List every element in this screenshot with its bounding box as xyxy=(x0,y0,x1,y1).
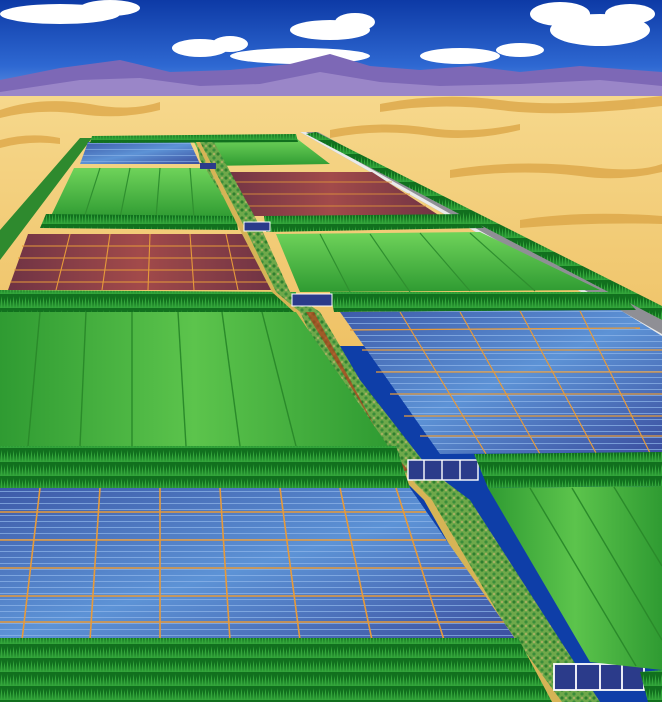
hedge-row-1 xyxy=(90,134,298,143)
green-field-row-2-left xyxy=(50,168,234,218)
hedge-row-3 xyxy=(0,290,296,312)
canal-path xyxy=(196,142,600,702)
cloud-icon xyxy=(0,0,655,64)
sand-dunes xyxy=(0,96,662,228)
red-crop-grid-row-2 xyxy=(226,181,426,207)
left-strip xyxy=(0,138,92,260)
red-crop-grid-row-3 xyxy=(10,233,268,291)
hedge-row-3-right xyxy=(330,292,636,312)
hedge-row-4 xyxy=(0,446,410,488)
hedge-foreground xyxy=(0,638,552,702)
hedge-row-2-right xyxy=(264,214,484,232)
red-crop-field-row-3 xyxy=(8,234,272,290)
crop-lines-middle-left xyxy=(27,311,297,447)
crop-lines-row-2 xyxy=(83,167,195,219)
solar-grid-near-left xyxy=(0,487,504,641)
green-field-near-right xyxy=(488,486,662,670)
solar-grid-middle-right xyxy=(349,310,662,455)
hedge-row-2 xyxy=(40,214,238,230)
hedge-foreground-right xyxy=(640,670,662,702)
pump-station-icon xyxy=(200,163,645,691)
crop-lines-row-3 xyxy=(319,232,536,293)
green-field-far-right xyxy=(194,138,330,166)
green-field-middle-left xyxy=(0,312,388,446)
crop-lines-near-right xyxy=(529,486,662,667)
canal-edge-shadow xyxy=(306,312,408,472)
hedge-row-4-right xyxy=(474,452,662,488)
hedge-roadside xyxy=(306,132,662,320)
